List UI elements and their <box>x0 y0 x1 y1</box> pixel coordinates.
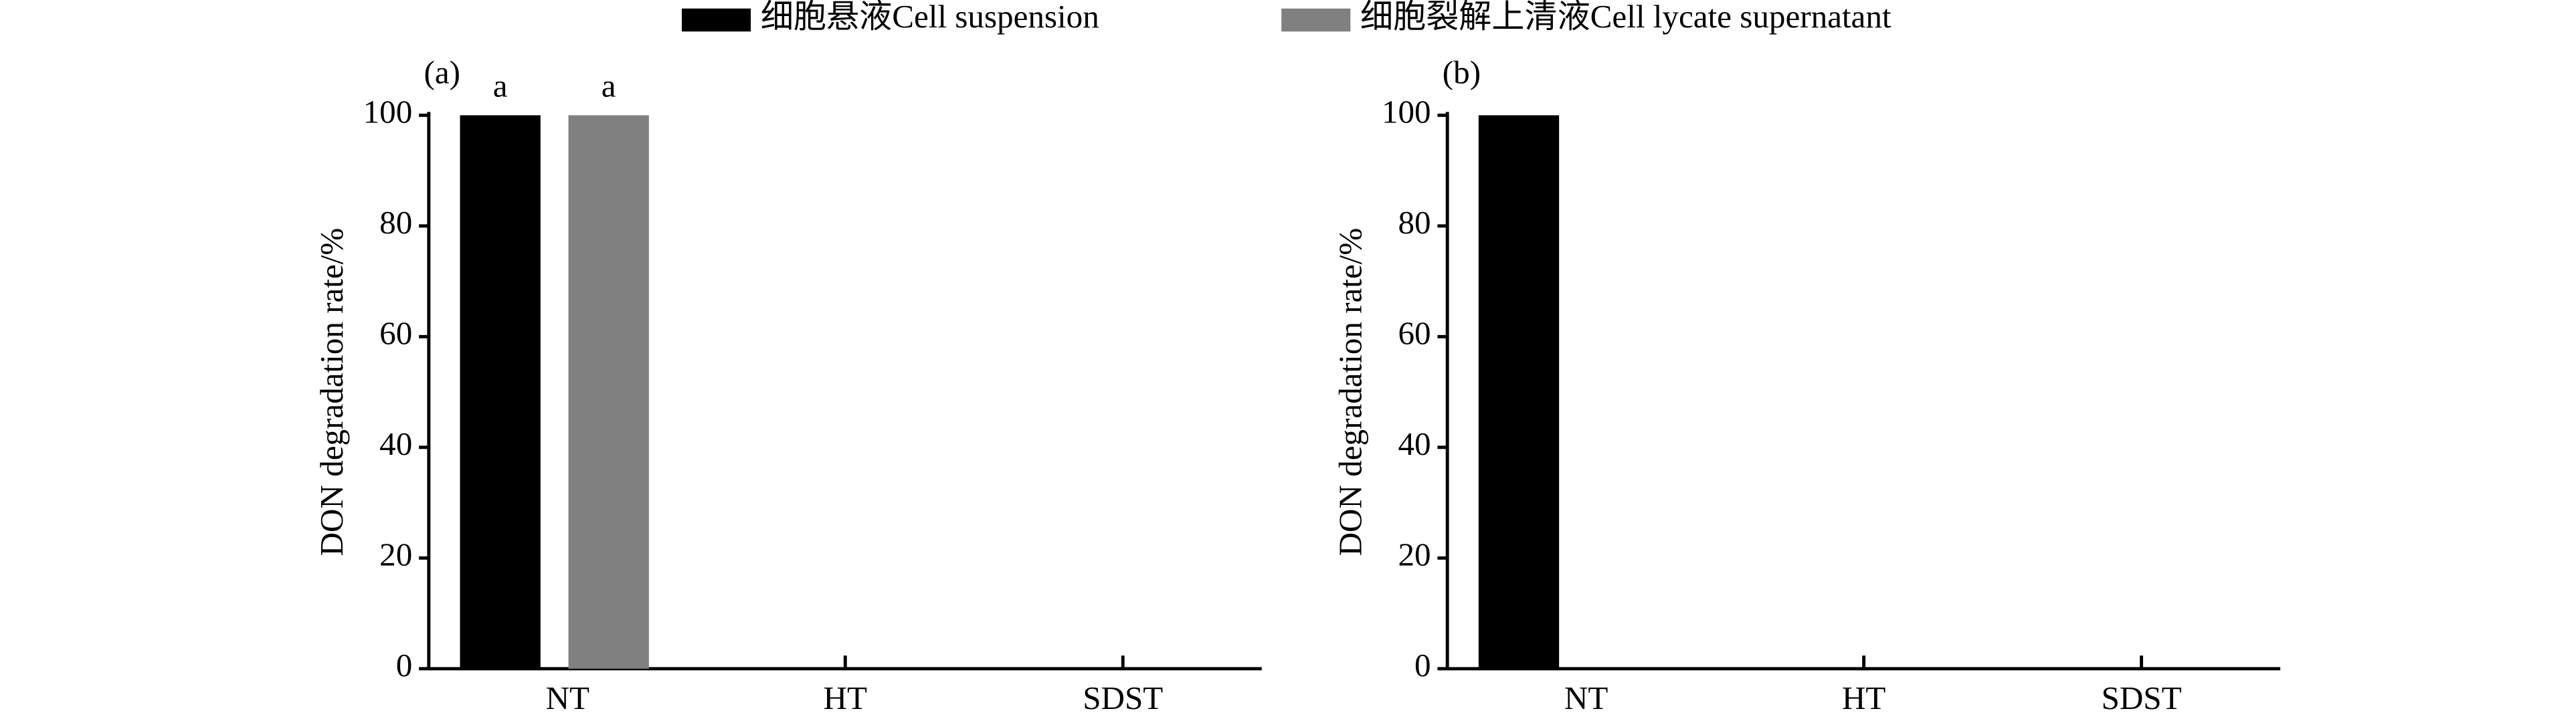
y-tick-label: 60 <box>1398 315 1431 352</box>
y-tick-label: 60 <box>379 315 412 352</box>
panel-label: (a) <box>424 54 460 91</box>
y-tick-label: 20 <box>379 536 412 573</box>
bar <box>460 115 541 669</box>
y-tick-label: 40 <box>1398 425 1431 462</box>
legend-label: 细胞悬液Cell suspension <box>761 0 1099 35</box>
y-tick-label: 100 <box>363 94 413 130</box>
y-tick-label: 40 <box>379 425 412 462</box>
bar-label: a <box>602 67 616 104</box>
legend-label: 细胞裂解上清液Cell lycate supernatant <box>1360 0 1892 35</box>
x-tick-label: HT <box>824 680 867 715</box>
x-tick-label: NT <box>546 680 589 715</box>
legend-swatch <box>1281 8 1351 32</box>
x-tick-label: SDST <box>2102 680 2182 715</box>
y-tick-label: 80 <box>1398 204 1431 241</box>
y-axis-label: DON degradation rate/% <box>313 228 350 556</box>
y-tick-label: 0 <box>1414 647 1431 684</box>
y-axis-label: DON degradation rate/% <box>1331 228 1368 556</box>
x-tick-label: SDST <box>1083 680 1163 715</box>
y-tick-label: 20 <box>1398 536 1431 573</box>
legend-swatch <box>681 8 751 32</box>
bar-label: a <box>493 67 508 104</box>
y-tick-label: 80 <box>379 204 412 241</box>
bar <box>1478 115 1560 669</box>
panel-label: (b) <box>1443 54 1481 91</box>
bar <box>568 115 649 669</box>
y-tick-label: 100 <box>1382 94 1431 130</box>
x-tick-label: NT <box>1564 680 1608 715</box>
y-tick-label: 0 <box>396 647 413 684</box>
x-tick-label: HT <box>1842 680 1885 715</box>
